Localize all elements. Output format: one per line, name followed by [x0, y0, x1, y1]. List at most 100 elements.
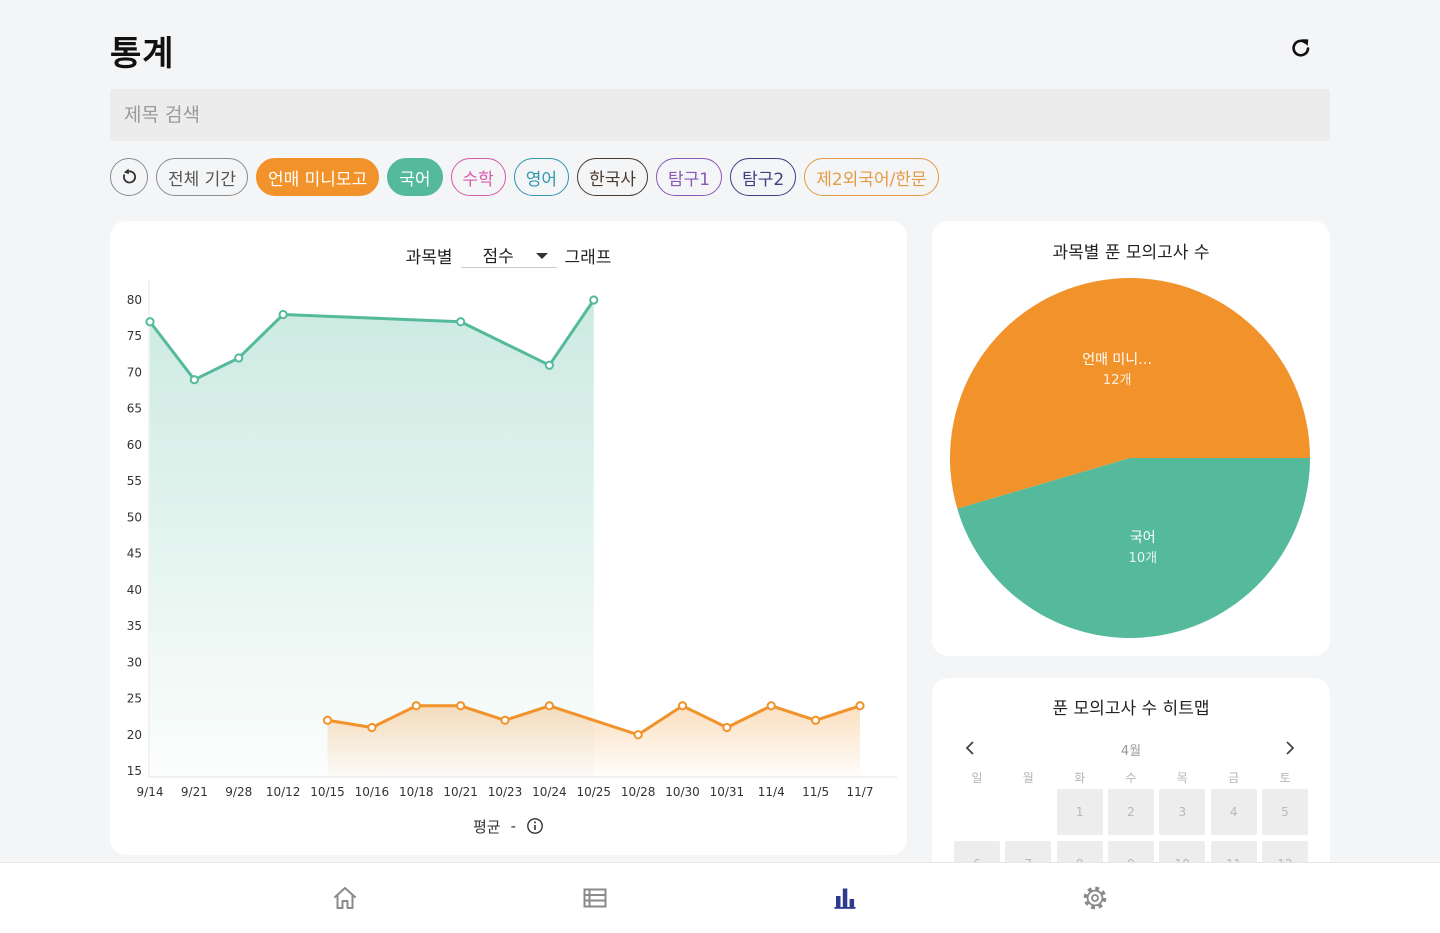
x-tick-label: 10/18 — [399, 785, 434, 799]
x-tick-label: 11/4 — [758, 785, 785, 799]
pie-slice-value: 10개 — [1129, 551, 1158, 566]
pie-chart-title: 과목별 푼 모의고사 수 — [1052, 243, 1210, 263]
x-tick-label: 10/23 — [488, 785, 523, 799]
y-tick-label: 60 — [127, 438, 142, 452]
y-tick-label: 30 — [127, 655, 142, 669]
score-line-chart: 80 75 70 65 60 55 50 45 40 35 30 25 20 15 9/14 9/21 9/28… — [127, 279, 897, 799]
bar-chart-icon — [834, 888, 856, 909]
subject-chip-second-language[interactable]: 제2외국어/한문 — [804, 158, 939, 196]
y-tick-label: 35 — [127, 619, 142, 633]
pie-slice[interactable] — [950, 278, 1310, 509]
weekday-label: 화 — [1074, 771, 1086, 785]
list-icon — [583, 888, 607, 908]
settings-icon — [1083, 886, 1107, 910]
refresh-icon — [1292, 39, 1310, 57]
info-icon[interactable] — [526, 817, 544, 835]
heatmap-day-cell[interactable]: 1 — [1056, 789, 1103, 835]
data-point[interactable] — [278, 309, 288, 320]
data-point[interactable] — [811, 715, 821, 725]
data-point[interactable] — [145, 317, 155, 327]
tab-list[interactable] — [470, 863, 720, 933]
average-row: 평균 - — [110, 815, 907, 837]
data-point[interactable] — [677, 701, 688, 711]
heatmap-day-cell[interactable]: 5 — [1261, 789, 1308, 835]
heatmap-empty-cell — [1005, 789, 1051, 835]
data-point[interactable] — [456, 317, 466, 327]
x-tick-label: 11/7 — [847, 785, 874, 799]
metric-select[interactable]: 점수 — [460, 242, 557, 268]
x-tick-label: 10/28 — [621, 785, 656, 799]
weekday-label: 토 — [1279, 771, 1291, 785]
area-fill-series-1 — [327, 705, 860, 777]
pie-slice[interactable] — [957, 458, 1310, 639]
pie-slice-label: 언매 미니… — [1082, 352, 1152, 368]
next-month-button[interactable] — [1278, 736, 1302, 760]
subject-chip-inquiry1[interactable]: 탐구1 — [655, 158, 723, 196]
data-point[interactable] — [722, 722, 732, 733]
subject-chip-english[interactable]: 영어 — [513, 158, 570, 196]
chart-title-prefix: 과목별 — [405, 247, 453, 268]
weekday-label: 목 — [1176, 771, 1188, 785]
subject-chip-math[interactable]: 수학 — [450, 158, 506, 196]
heatmap-day-cell[interactable]: 3 — [1159, 789, 1206, 835]
search-bar — [110, 89, 1330, 141]
weekday-label: 금 — [1228, 771, 1240, 785]
period-filter-chip[interactable]: 전체 기간 — [156, 158, 248, 196]
search-input[interactable] — [110, 89, 1330, 141]
y-tick-label: 55 — [127, 474, 142, 488]
data-point[interactable] — [633, 730, 643, 740]
heatmap-day-cell[interactable]: 2 — [1107, 789, 1154, 835]
chevron-right-icon — [1286, 741, 1295, 755]
data-point[interactable] — [855, 701, 865, 711]
data-point[interactable] — [367, 722, 377, 733]
previous-month-button[interactable] — [958, 736, 982, 760]
weekday-label: 월 — [1022, 771, 1034, 785]
data-point[interactable] — [500, 715, 510, 725]
subject-chip-korean[interactable]: 국어 — [387, 158, 443, 196]
data-point[interactable] — [411, 701, 421, 711]
y-tick-label: 45 — [127, 547, 142, 561]
data-point[interactable] — [456, 701, 466, 711]
x-tick-label: 9/21 — [181, 785, 208, 799]
filter-row: 전체 기간 언매 미니모고 국어 수학 영어 한국사 탐구1 탐구2 제2외국어… — [110, 157, 939, 197]
data-point[interactable] — [322, 715, 333, 725]
x-tick-label: 10/15 — [310, 785, 345, 799]
x-tick-label: 10/30 — [665, 785, 700, 799]
heatmap-empty-cell — [954, 789, 1000, 835]
heatmap-title: 푼 모의고사 수 히트맵 — [1052, 699, 1210, 719]
x-tick-label: 9/28 — [225, 785, 252, 799]
average-value: - — [510, 817, 517, 835]
subject-chip-korean-history[interactable]: 한국사 — [577, 158, 648, 196]
data-point[interactable] — [544, 360, 554, 370]
area-fill-series-0 — [150, 300, 594, 777]
data-point[interactable] — [189, 375, 199, 385]
undo-icon — [123, 168, 136, 184]
score-chart-header: 과목별 점수 그래프 — [110, 242, 907, 268]
tab-home[interactable] — [220, 863, 470, 933]
data-point[interactable] — [766, 701, 776, 711]
x-tick-label: 9/14 — [137, 785, 164, 799]
data-point[interactable] — [234, 353, 244, 363]
refresh-button[interactable] — [1287, 34, 1315, 62]
x-tick-label: 11/5 — [802, 785, 829, 799]
y-tick-label: 25 — [127, 692, 142, 706]
heatmap-day-cell[interactable]: 4 — [1210, 789, 1257, 835]
chart-title-suffix: 그래프 — [564, 247, 612, 268]
x-tick-label: 10/21 — [443, 785, 478, 799]
reset-filters-button[interactable] — [110, 158, 148, 196]
data-point[interactable] — [544, 701, 554, 711]
bottom-tab-bar — [0, 863, 1440, 933]
data-point[interactable] — [589, 295, 599, 305]
page-title: 통계 — [110, 34, 175, 74]
subject-chip-inquiry2[interactable]: 탐구2 — [730, 158, 797, 196]
y-tick-label: 50 — [127, 510, 142, 524]
tab-settings[interactable] — [970, 863, 1220, 933]
tab-statistics[interactable] — [720, 863, 970, 933]
metric-select-value: 점수 — [482, 247, 514, 267]
x-tick-label: 10/24 — [532, 785, 567, 799]
score-chart-card: 과목별 점수 그래프 80 75 70 65 60 55 50 45 40 35 30 25 20 15 9… — [110, 221, 907, 855]
y-tick-label: 20 — [127, 728, 142, 742]
subject-chip-eonmae[interactable]: 언매 미니모고 — [255, 158, 380, 196]
